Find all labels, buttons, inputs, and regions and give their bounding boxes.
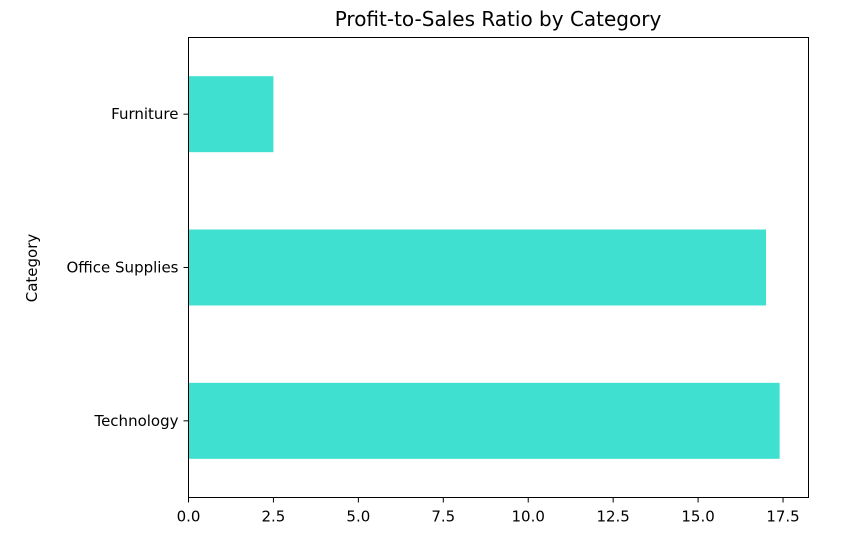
y-tick-label: Technology [93,412,178,430]
x-ticks-group: 0.0 2.5 5.0 7.5 10.0 12.5 15.0 17.5 [177,497,800,526]
y-axis-label: Category [23,234,41,303]
y-tick-label: Furniture [111,105,178,123]
x-tick-label: 5.0 [346,508,370,526]
x-tick-label: 15.0 [681,508,714,526]
bars-group [188,76,780,459]
y-tick-label: Office Supplies [66,259,178,277]
bar-technology [188,382,780,459]
y-ticks-group: Technology Office Supplies Furniture [66,105,189,430]
x-tick-label: 2.5 [262,508,286,526]
x-tick-label: 12.5 [596,508,629,526]
x-tick-label: 0.0 [177,508,201,526]
x-tick-label: 7.5 [431,508,455,526]
plot-frame [188,37,809,498]
chart-title: Profit-to-Sales Ratio by Category [335,7,662,31]
bar-office-supplies [188,229,767,306]
x-tick-label: 10.0 [512,508,545,526]
x-tick-label: 17.5 [766,508,799,526]
bar-furniture [188,76,274,153]
